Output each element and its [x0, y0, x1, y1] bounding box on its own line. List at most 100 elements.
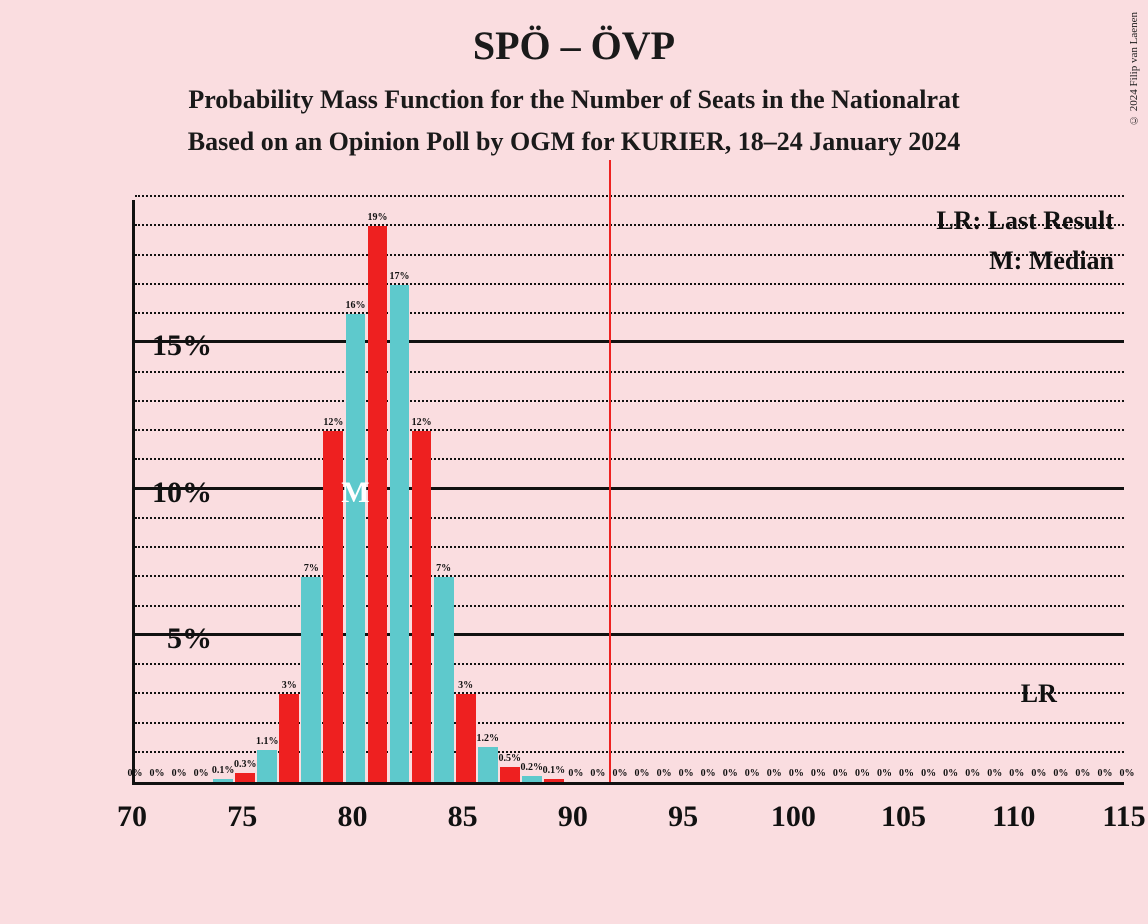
- bar-value-label: 0%: [899, 768, 914, 779]
- gridline-minor: [135, 195, 1124, 197]
- bar: [412, 431, 432, 782]
- bar: [500, 767, 520, 782]
- gridline-minor: [135, 312, 1124, 314]
- bar-value-label: 0%: [1120, 768, 1135, 779]
- bar-value-label: 0%: [789, 768, 804, 779]
- gridline-minor: [135, 663, 1124, 665]
- bar-value-label: 0%: [943, 768, 958, 779]
- x-axis-label: 95: [668, 800, 698, 834]
- bar: [522, 776, 542, 782]
- bar: [279, 694, 299, 782]
- x-axis-label: 115: [1102, 800, 1145, 834]
- bar-value-label: 0%: [987, 768, 1002, 779]
- bar-value-label: 7%: [436, 563, 451, 574]
- bar: [434, 577, 454, 782]
- bar-value-label: 0%: [811, 768, 826, 779]
- bar-value-label: 0%: [635, 768, 650, 779]
- bar-value-label: 0%: [745, 768, 760, 779]
- bar-value-label: 0%: [194, 768, 209, 779]
- bar: [368, 226, 388, 782]
- legend-m: M: Median: [989, 246, 1114, 276]
- bar-value-label: 17%: [390, 271, 410, 282]
- bar-value-label: 0%: [921, 768, 936, 779]
- bar-value-label: 19%: [367, 212, 387, 223]
- median-marker: M: [341, 476, 369, 510]
- chart-subtitle-1: Probability Mass Function for the Number…: [0, 85, 1148, 115]
- gridline-minor: [135, 429, 1124, 431]
- bar: [544, 779, 564, 782]
- chart-subtitle-2: Based on an Opinion Poll by OGM for KURI…: [0, 127, 1148, 157]
- bar-value-label: 0%: [1053, 768, 1068, 779]
- gridline-minor: [135, 458, 1124, 460]
- gridline-major: [135, 340, 1124, 343]
- bar-value-label: 0%: [965, 768, 980, 779]
- copyright-text: © 2024 Filip van Laenen: [1128, 12, 1140, 126]
- gridline-minor: [135, 605, 1124, 607]
- bar: [235, 773, 255, 782]
- bar-value-label: 0%: [150, 768, 165, 779]
- bar-value-label: 12%: [412, 417, 432, 428]
- bar: [346, 314, 366, 782]
- reference-vline: [609, 160, 611, 782]
- y-axis-label: 15%: [152, 329, 212, 363]
- gridline-minor: [135, 546, 1124, 548]
- gridline-minor: [135, 575, 1124, 577]
- bar-value-label: 0%: [172, 768, 187, 779]
- bar-value-label: 0%: [1031, 768, 1046, 779]
- x-axis-label: 85: [448, 800, 478, 834]
- x-axis-label: 90: [558, 800, 588, 834]
- bar-value-label: 0%: [128, 768, 143, 779]
- gridline-minor: [135, 517, 1124, 519]
- bar-value-label: 0%: [568, 768, 583, 779]
- bar: [213, 779, 233, 782]
- bar-value-label: 3%: [282, 680, 297, 691]
- bar-value-label: 0%: [1097, 768, 1112, 779]
- bar-value-label: 0%: [833, 768, 848, 779]
- x-axis-label: 100: [771, 800, 816, 834]
- gridline-minor: [135, 254, 1124, 256]
- bar-value-label: 16%: [345, 300, 365, 311]
- x-axis-label: 105: [881, 800, 926, 834]
- bar-value-label: 0%: [877, 768, 892, 779]
- bar-value-label: 0%: [1075, 768, 1090, 779]
- bar-value-label: 0%: [657, 768, 672, 779]
- bar: [257, 750, 277, 782]
- bar-value-label: 0.2%: [521, 762, 544, 773]
- bar: [478, 747, 498, 782]
- chart-area: LR: Last Result M: Median 0%0%0%0%0.1%0.…: [44, 200, 1124, 880]
- bar-value-label: 0%: [855, 768, 870, 779]
- x-axis-label: 80: [337, 800, 367, 834]
- bar-value-label: 0.1%: [212, 765, 235, 776]
- y-axis-label: 5%: [167, 622, 212, 656]
- last-result-marker: LR: [1021, 679, 1057, 709]
- gridline-major: [135, 487, 1124, 490]
- bar-value-label: 12%: [323, 417, 343, 428]
- bar-value-label: 0%: [767, 768, 782, 779]
- y-axis-label: 10%: [152, 476, 212, 510]
- x-axis-label: 110: [992, 800, 1035, 834]
- gridline-minor: [135, 400, 1124, 402]
- gridline-minor: [135, 224, 1124, 226]
- bar-value-label: 7%: [304, 563, 319, 574]
- bar-value-label: 0%: [679, 768, 694, 779]
- chart-title: SPÖ – ÖVP: [0, 22, 1148, 69]
- bar: [456, 694, 476, 782]
- bar: [301, 577, 321, 782]
- gridline-minor: [135, 283, 1124, 285]
- bar-value-label: 1.2%: [476, 733, 499, 744]
- bar-value-label: 0%: [1009, 768, 1024, 779]
- legend-lr: LR: Last Result: [936, 206, 1114, 236]
- bar: [390, 285, 410, 782]
- bar-value-label: 1.1%: [256, 736, 279, 747]
- bar-value-label: 3%: [458, 680, 473, 691]
- gridline-minor: [135, 371, 1124, 373]
- bar-value-label: 0.3%: [234, 759, 257, 770]
- x-axis-label: 70: [117, 800, 147, 834]
- bar-value-label: 0.5%: [499, 753, 522, 764]
- bar-value-label: 0%: [590, 768, 605, 779]
- title-block: SPÖ – ÖVP Probability Mass Function for …: [0, 0, 1148, 157]
- plot-area: LR: Last Result M: Median 0%0%0%0%0.1%0.…: [132, 200, 1124, 785]
- bar-value-label: 0%: [701, 768, 716, 779]
- x-axis-label: 75: [227, 800, 257, 834]
- bar-value-label: 0.1%: [543, 765, 566, 776]
